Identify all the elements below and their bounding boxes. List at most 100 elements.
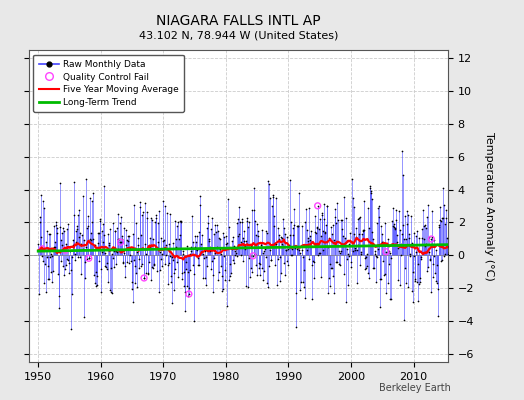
Point [227, 270, 235, 276]
Point [208, 258, 216, 264]
Point [236, 238, 245, 245]
Point [85, 195, 94, 202]
Point [345, 241, 354, 248]
Point [257, 242, 265, 248]
Point [129, 231, 137, 237]
Point [176, 218, 184, 224]
Point [132, 220, 140, 226]
Point [92, 269, 100, 275]
Point [369, 236, 377, 242]
Point [152, 212, 160, 218]
Point [123, 237, 131, 243]
Point [110, 248, 118, 254]
Point [44, 262, 52, 269]
Point [413, 279, 421, 285]
Point [63, 256, 72, 262]
Point [375, 214, 384, 220]
Point [409, 299, 417, 306]
Point [282, 246, 291, 253]
Point [64, 221, 72, 228]
Point [303, 226, 311, 233]
Point [318, 210, 326, 216]
Point [193, 232, 201, 239]
Point [104, 230, 112, 237]
Point [246, 253, 255, 260]
Point [123, 258, 132, 265]
Point [105, 240, 113, 246]
Point [299, 279, 307, 285]
Point [274, 225, 282, 231]
Point [263, 230, 271, 236]
Point [73, 222, 81, 229]
Point [37, 234, 46, 240]
Point [381, 270, 389, 277]
Point [401, 212, 409, 219]
Point [405, 235, 413, 241]
Point [269, 194, 277, 200]
Point [70, 179, 78, 186]
Point [334, 248, 343, 254]
Point [168, 254, 176, 260]
Point [246, 273, 254, 280]
Point [200, 275, 209, 281]
Point [90, 272, 98, 279]
Point [404, 212, 412, 218]
Point [89, 190, 97, 197]
Point [230, 260, 238, 266]
Point [435, 224, 443, 230]
Point [94, 230, 102, 236]
Point [389, 223, 397, 230]
Point [235, 231, 244, 238]
Point [408, 288, 416, 294]
Point [121, 263, 129, 269]
Point [140, 275, 148, 281]
Point [101, 250, 110, 256]
Point [318, 212, 326, 218]
Point [180, 283, 189, 289]
Point [267, 257, 276, 263]
Point [438, 257, 446, 263]
Point [105, 286, 114, 293]
Point [238, 234, 247, 241]
Point [113, 249, 121, 256]
Point [392, 232, 401, 238]
Point [264, 284, 272, 290]
Point [265, 263, 274, 269]
Point [86, 235, 94, 242]
Point [237, 215, 246, 222]
Point [223, 302, 232, 309]
Point [93, 240, 102, 246]
Point [325, 275, 333, 282]
Legend: Raw Monthly Data, Quality Control Fail, Five Year Moving Average, Long-Term Tren: Raw Monthly Data, Quality Control Fail, … [34, 54, 184, 112]
Point [227, 245, 236, 252]
Point [276, 254, 285, 260]
Point [311, 230, 320, 236]
Point [203, 213, 212, 220]
Point [179, 248, 187, 254]
Point [238, 219, 246, 226]
Point [333, 259, 342, 265]
Point [254, 228, 263, 234]
Point [197, 244, 205, 251]
Point [425, 257, 434, 263]
Point [336, 262, 344, 268]
Point [211, 222, 219, 228]
Point [241, 246, 249, 252]
Point [80, 237, 88, 244]
Point [403, 208, 411, 214]
Point [161, 260, 169, 267]
Point [442, 206, 450, 213]
Point [182, 258, 190, 265]
Point [83, 213, 92, 219]
Point [386, 250, 395, 257]
Point [71, 250, 80, 257]
Point [116, 239, 125, 246]
Point [389, 204, 398, 211]
Point [387, 295, 395, 302]
Point [429, 274, 438, 280]
Point [426, 256, 434, 262]
Point [72, 239, 80, 245]
Point [374, 246, 383, 252]
Point [68, 253, 77, 260]
Point [171, 266, 179, 272]
